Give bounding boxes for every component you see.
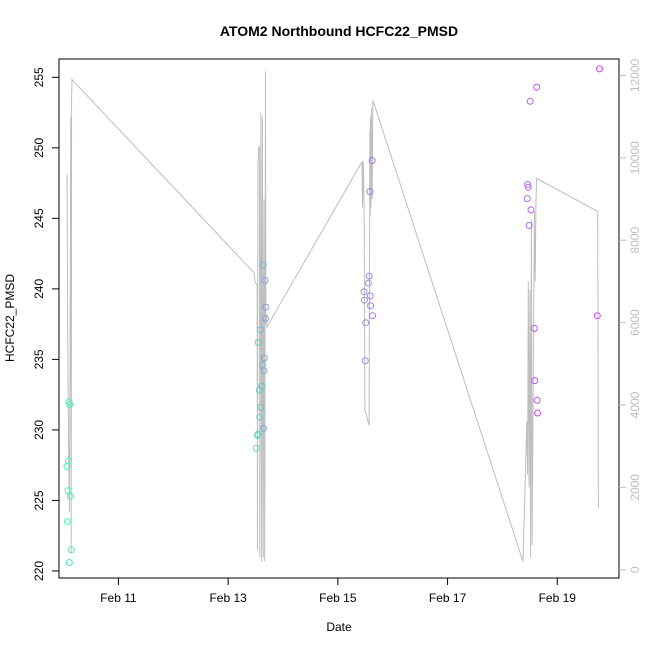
x-tick-label: Feb 15: [319, 591, 357, 605]
data-point: [596, 65, 604, 73]
y2-tick-label: 0: [628, 566, 642, 573]
data-point: [260, 367, 268, 375]
y2-tick-label: 2000: [628, 474, 642, 501]
data-point: [66, 401, 74, 408]
data-point: [524, 181, 532, 188]
y-tick-label: 255: [32, 67, 46, 87]
data-point: [526, 97, 534, 105]
data-point: [523, 195, 531, 203]
data-point: [63, 518, 71, 526]
data-point: [66, 492, 74, 500]
y2-tick-label: 6000: [628, 309, 642, 336]
y-tick-label: 235: [32, 349, 46, 369]
y-tick-label: 230: [32, 420, 46, 440]
data-point: [369, 312, 376, 320]
data-point: [368, 157, 376, 164]
y2-tick-label: 10000: [628, 141, 642, 175]
x-tick-label: Feb 17: [429, 591, 467, 605]
data-point: [367, 302, 375, 310]
y2-tick-label: 12000: [628, 58, 642, 92]
data-point: [254, 430, 262, 438]
data-point: [258, 382, 266, 390]
data-point: [365, 272, 373, 280]
y-tick-label: 225: [32, 490, 46, 510]
y-axis-label: HCFC22_PMSD: [3, 274, 17, 362]
data-point: [262, 315, 269, 322]
y2-tick-label: 8000: [628, 227, 642, 254]
data-point: [362, 319, 370, 327]
data-point: [531, 377, 539, 385]
data-point: [67, 546, 75, 554]
data-point: [360, 288, 368, 296]
data-point: [257, 326, 264, 334]
x-axis-label: Date: [326, 620, 352, 634]
data-point: [64, 487, 72, 495]
series-line: [66, 71, 599, 562]
data-point: [65, 457, 72, 465]
x-tick-label: Feb 19: [539, 591, 577, 605]
data-point: [65, 559, 73, 566]
y-tick-label: 245: [32, 208, 46, 228]
y-tick-label: 220: [32, 561, 46, 581]
data-point: [524, 183, 532, 191]
chart-title: ATOM2 Northbound HCFC22_PMSD: [220, 23, 458, 39]
data-point: [262, 303, 270, 311]
data-point: [254, 339, 262, 346]
data-point: [257, 403, 265, 411]
y-tick-label: 240: [32, 279, 46, 299]
data-point: [527, 206, 535, 214]
x-tick-label: Feb 13: [209, 591, 247, 605]
data-point: [593, 312, 601, 320]
data-point: [252, 444, 260, 452]
data-point: [366, 292, 374, 300]
data-point: [533, 396, 541, 404]
plot-area: Feb 11 Feb 13 Feb 15 Feb 17 Feb 19 220 225 230 2…: [32, 58, 642, 605]
data-point: [525, 221, 533, 229]
data-point: [534, 409, 541, 417]
data-point: [256, 413, 264, 421]
data-point: [361, 357, 369, 365]
data-point: [259, 261, 267, 269]
data-point: [255, 386, 263, 394]
data-point: [260, 354, 268, 362]
x-tick-label: Feb 11: [100, 591, 137, 605]
y-tick-label: 250: [32, 138, 46, 158]
data-point: [260, 425, 268, 432]
data-point: [361, 296, 368, 304]
plot-frame: [58, 58, 620, 579]
data-point: [364, 279, 372, 287]
y2-tick-label: 4000: [628, 391, 642, 418]
data-point: [530, 324, 538, 332]
data-point: [261, 276, 269, 284]
data-point: [65, 398, 73, 406]
data-point: [366, 188, 374, 196]
data-point: [533, 83, 541, 91]
